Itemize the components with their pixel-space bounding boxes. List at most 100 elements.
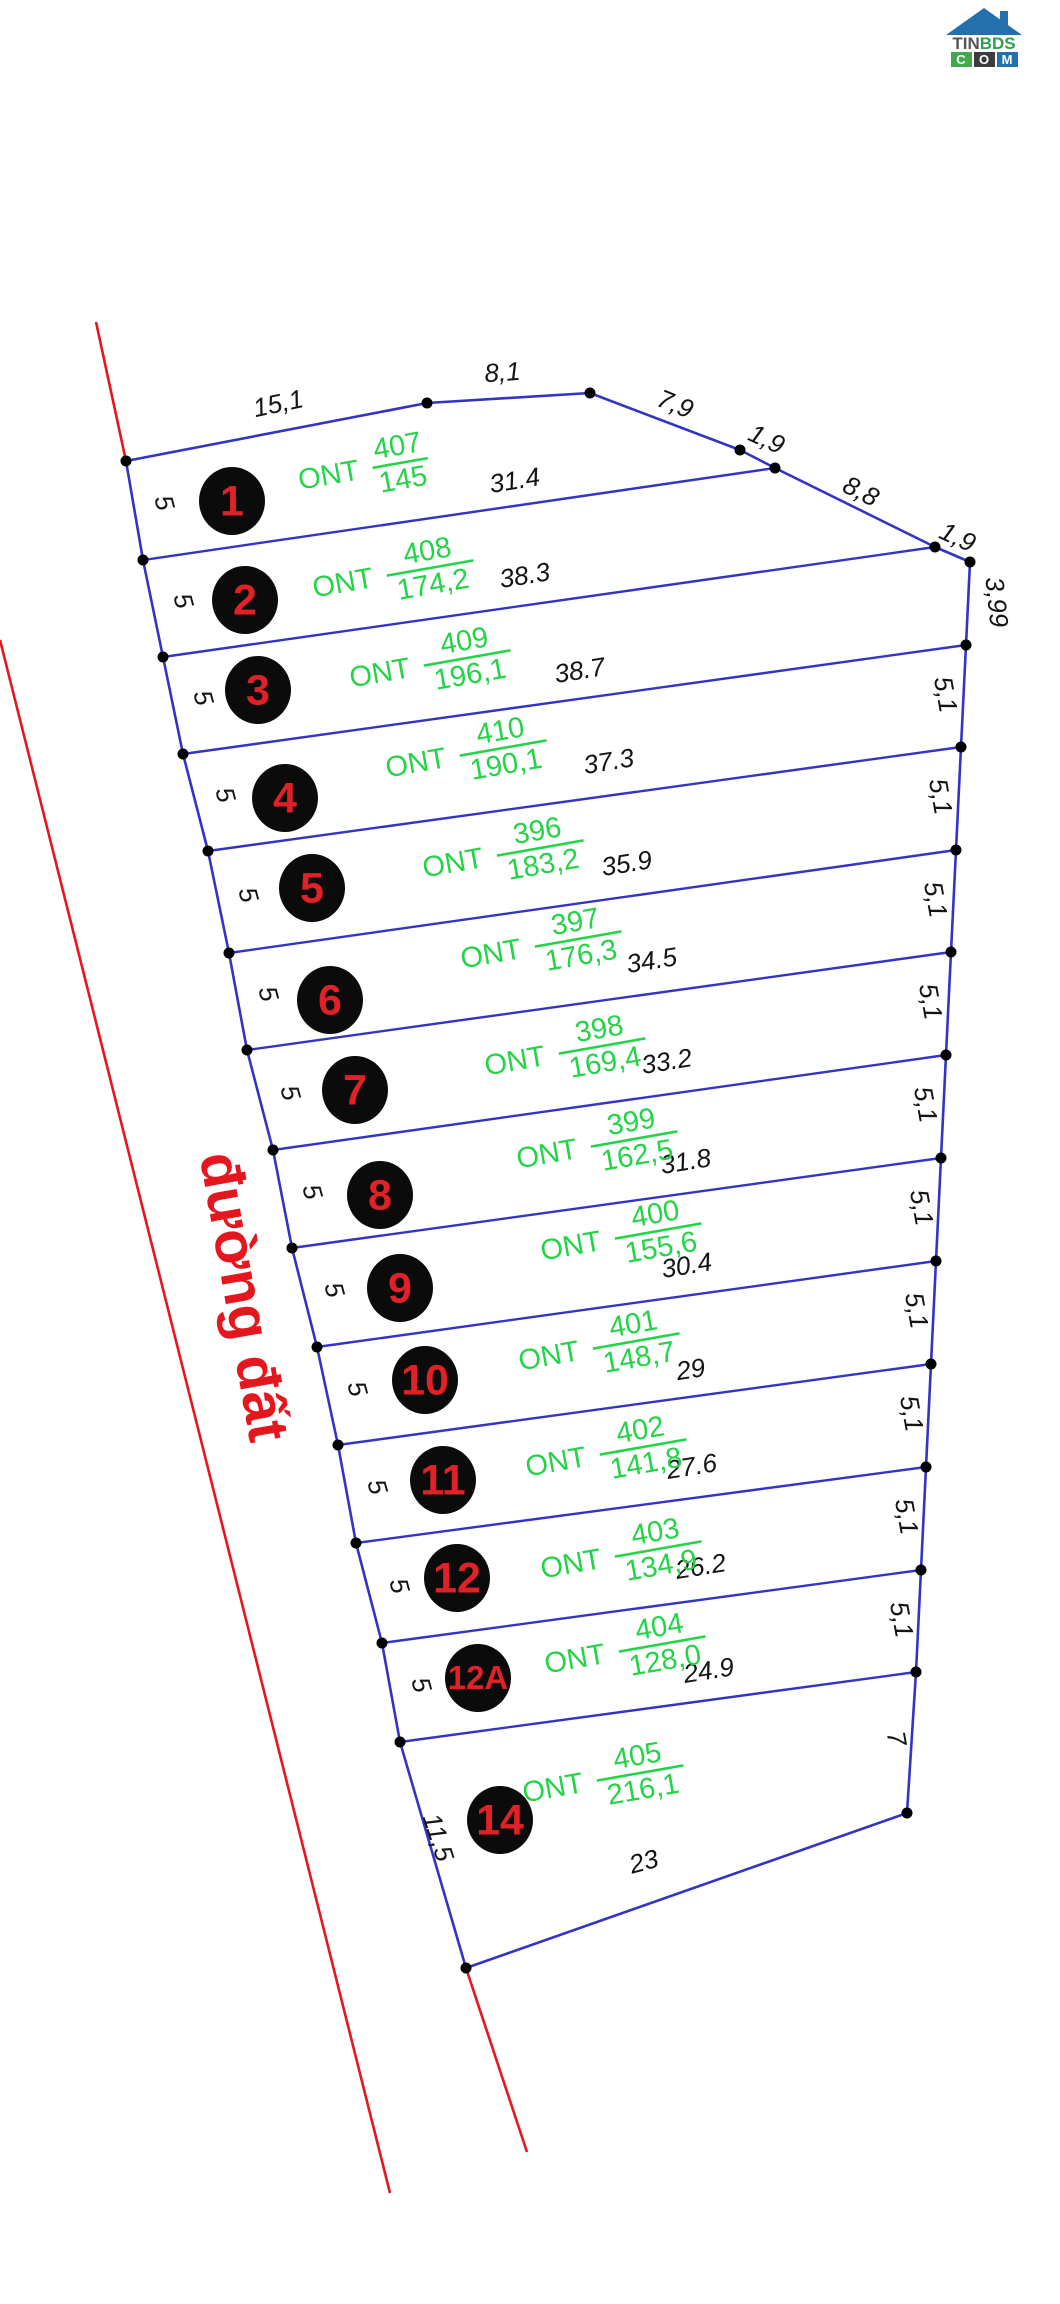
plot-boundary-line-5 — [228, 848, 957, 955]
plot-boundary-line-8 — [291, 1156, 942, 1250]
fraction-bar-2 — [386, 559, 474, 577]
dimension-label: 35.9 — [599, 844, 654, 882]
plot-boundary-line-7 — [272, 1053, 947, 1152]
corner-dot — [955, 741, 967, 753]
corner-dot — [332, 1439, 344, 1451]
plot-marker-circle-5 — [279, 854, 345, 922]
plot-boundary-line-4 — [207, 745, 962, 853]
fraction-bar-12A — [618, 1635, 706, 1653]
plot-marker-circle-8 — [347, 1161, 413, 1229]
corner-dot — [945, 946, 957, 958]
plot-zone-label-11: ONT — [523, 1441, 589, 1483]
plot-zone-label-12: ONT — [538, 1543, 604, 1585]
plot-boundary-line-13 — [399, 1670, 917, 1744]
parcel-outline — [124, 391, 972, 1970]
plot-marker-circle-3 — [225, 656, 291, 724]
fraction-bar-11 — [599, 1438, 687, 1456]
plot-zone-label-8: ONT — [514, 1133, 580, 1175]
plot-boundary-line-6 — [246, 950, 952, 1052]
road-edge-line-1 — [0, 639, 392, 2194]
plot-number-1: 1 — [220, 478, 244, 526]
dimension-label: 11,5 — [417, 1809, 461, 1865]
plot-number-9: 9 — [388, 1265, 412, 1313]
corner-dot — [915, 1564, 927, 1576]
plot-number-7: 7 — [343, 1067, 367, 1115]
dimension-label: 38.3 — [497, 556, 552, 594]
corner-dot — [350, 1537, 362, 1549]
plot-marker-circle-10 — [392, 1346, 458, 1414]
dimension-label: 5 — [274, 1082, 307, 1104]
plot-zone-label-1: ONT — [296, 454, 362, 496]
dimension-label: 5,1 — [899, 1290, 935, 1331]
dimension-label: 5 — [167, 590, 200, 612]
fraction-bar-4 — [459, 739, 547, 757]
fraction-bar-8 — [590, 1130, 678, 1148]
plot-number-10: 10 — [401, 1357, 449, 1405]
dimension-label: 38.7 — [552, 651, 608, 689]
fraction-bar-3 — [423, 649, 511, 667]
plot-zone-label-6: ONT — [458, 933, 524, 975]
logo-letter-m: M — [996, 52, 1018, 67]
plot-boundary-line-12 — [381, 1568, 922, 1645]
plot-marker-circle-4 — [252, 764, 318, 832]
plot-marker-circle-1 — [199, 467, 265, 535]
plot-zone-label-7: ONT — [482, 1040, 548, 1082]
dimension-label: 5,1 — [904, 1187, 940, 1228]
dimension-label: 5 — [148, 492, 181, 514]
corner-dot — [177, 748, 189, 760]
dimension-label: 3,99 — [979, 575, 1014, 628]
plot-marker-circle-7 — [322, 1056, 388, 1124]
dimension-label: 7 — [881, 1729, 913, 1750]
plot-boundary-line-1 — [142, 466, 776, 562]
road-edge-line-2 — [94, 321, 128, 462]
dimension-label: 5,1 — [923, 776, 959, 817]
dimension-label: 5,1 — [928, 674, 964, 715]
corner-dot — [584, 387, 596, 399]
corner-dot — [311, 1341, 323, 1353]
plot-zone-label-9: ONT — [538, 1225, 604, 1267]
corner-dot — [964, 556, 976, 568]
dimension-label: 5,1 — [894, 1393, 930, 1434]
plot-boundary-line-9 — [316, 1259, 937, 1349]
plot-zone-label-14: ONT — [520, 1767, 586, 1809]
plot-number-11: 11 — [420, 1457, 465, 1505]
logo-letter-o: O — [973, 52, 995, 67]
logo-bds-text: BDS — [979, 34, 1016, 53]
dimension-label: 5 — [296, 1181, 329, 1203]
dimension-label: 5 — [383, 1575, 416, 1597]
corner-dot — [157, 651, 169, 663]
fraction-bar-6 — [534, 930, 622, 948]
corner-dot — [940, 1049, 952, 1061]
corner-dot — [267, 1144, 279, 1156]
dimension-label: 5 — [252, 983, 285, 1005]
corner-dot — [920, 1461, 932, 1473]
dimension-label: 34.5 — [624, 941, 679, 979]
fraction-bar-1 — [372, 456, 428, 470]
corner-dot — [734, 444, 746, 456]
dimension-label: 31.4 — [487, 461, 542, 499]
corner-dot — [935, 1152, 947, 1164]
corner-dot — [925, 1358, 937, 1370]
plot-number-14: 14 — [476, 1797, 524, 1845]
plot-number-12A: 12A — [448, 1659, 509, 1696]
corner-dot — [960, 639, 972, 651]
corner-dot — [241, 1044, 253, 1056]
corner-dot — [901, 1807, 913, 1819]
plot-number-3: 3 — [246, 667, 270, 715]
corner-dot — [421, 397, 433, 409]
dimension-label: 23 — [625, 1843, 662, 1880]
dimension-label: 5 — [187, 687, 220, 709]
dimension-label: 5,1 — [913, 981, 949, 1022]
dimension-label: 1,9 — [935, 516, 980, 558]
corner-dot — [223, 947, 235, 959]
plot-number-6: 6 — [318, 977, 342, 1025]
dimension-label: 8,8 — [838, 469, 884, 512]
logo-com-row: C O M — [946, 52, 1022, 67]
corner-dot — [202, 845, 214, 857]
